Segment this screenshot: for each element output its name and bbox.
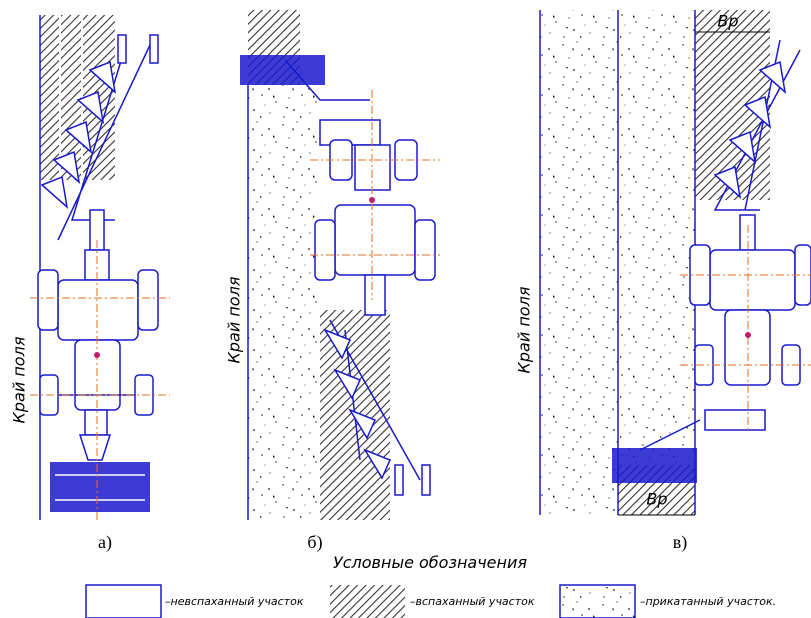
dimension-label: Вр — [646, 490, 667, 509]
edge-label: Край поля — [10, 336, 29, 423]
edge-label: Край поля — [515, 286, 534, 373]
diagram: Край поля а) Край поля б) — [0, 0, 811, 618]
panel-label: в) — [673, 532, 688, 553]
legend-title: Условные обозначения — [333, 553, 527, 572]
panel-label: б) — [307, 532, 322, 553]
panel-label: а) — [98, 532, 112, 553]
legend-item: –вспаханный участок — [410, 595, 535, 608]
edge-label: Край поля — [225, 276, 244, 363]
dimension-label: Вр — [717, 12, 738, 31]
panel-b: Край поля б) — [225, 10, 441, 553]
legend-item: –прикатанный участок. — [640, 595, 776, 608]
legend-item: –невспаханный участок — [165, 595, 304, 608]
panel-a: Край поля а) — [10, 15, 171, 553]
panel-c: Вр Вр Край поля в) — [515, 10, 811, 553]
legend: Условные обозначения –невспаханный участ… — [86, 553, 776, 618]
